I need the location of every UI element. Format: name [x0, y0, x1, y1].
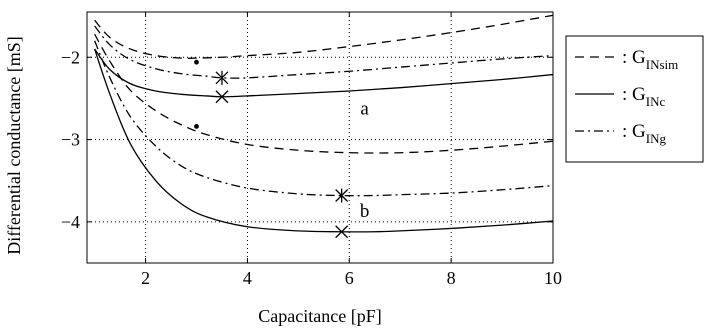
- marker-x: [335, 225, 349, 239]
- marker-dot: [194, 123, 199, 129]
- legend-label-main: : G: [622, 47, 646, 68]
- group-labels: ab: [360, 98, 370, 222]
- legend-label: : GINsim: [622, 47, 678, 72]
- legend-entry-insim: : GINsim: [575, 47, 678, 72]
- series-line-b-dashed: [94, 33, 553, 154]
- legend-label: : GINg: [622, 121, 666, 146]
- marker-asterisk: [335, 188, 349, 203]
- y-tick-label: −3: [61, 130, 80, 150]
- series-line-b-solid: [94, 48, 553, 233]
- series-line-a-dashdot: [94, 25, 553, 79]
- legend: : GINsim: GINc: GINg: [565, 35, 704, 163]
- legend-label-main: : G: [622, 84, 646, 105]
- legend-label-subscript: INsim: [646, 57, 679, 72]
- marker-x-stroke: [335, 225, 349, 239]
- legend-box: [565, 35, 704, 163]
- marker-layer: [194, 59, 349, 239]
- y-tick-label: −4: [61, 212, 80, 232]
- series-line-b-dashdot: [94, 40, 553, 197]
- marker-dot: [194, 59, 199, 65]
- tick-layer: 2 4 6 8 10 −2 −3 −4: [61, 12, 562, 288]
- x-axis-title: Capacitance [pF]: [258, 306, 381, 326]
- legend-label-main: : G: [622, 121, 646, 142]
- legend-label-subscript: INg: [646, 131, 667, 146]
- x-tick-label: 2: [141, 268, 150, 288]
- marker-asterisk: [215, 70, 229, 85]
- series-line-a-solid: [94, 48, 553, 98]
- x-tick-label: 8: [447, 268, 456, 288]
- marker-x: [215, 90, 229, 104]
- legend-entry-ing: : GINg: [575, 121, 666, 146]
- y-axis-title: Differential conductance [mS]: [4, 36, 24, 255]
- legend-label: : GINc: [622, 84, 665, 109]
- legend-entry-inc: : GINc: [575, 84, 665, 109]
- group-label-b: b: [360, 201, 370, 222]
- plot-frame: [86, 11, 554, 264]
- series-line-a-dashed: [94, 14, 553, 59]
- x-tick-label: 10: [544, 268, 562, 288]
- legend-label-subscript: INc: [646, 94, 666, 109]
- x-tick-label: 6: [345, 268, 354, 288]
- x-tick-label: 4: [243, 268, 252, 288]
- grid-layer: [87, 12, 554, 263]
- group-label-a: a: [360, 98, 369, 119]
- marker-x-stroke: [215, 90, 229, 104]
- y-tick-label: −2: [61, 47, 80, 67]
- series-layer: [94, 14, 553, 233]
